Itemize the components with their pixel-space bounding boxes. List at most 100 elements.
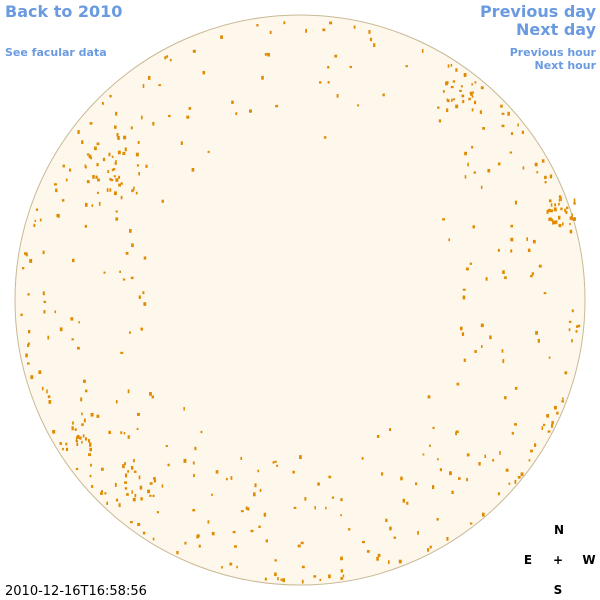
facula [147,489,151,494]
previous-hour-link[interactable]: Previous hour [510,46,597,59]
facula [134,494,137,498]
facula [471,83,474,86]
facula [510,237,514,242]
facula [258,525,261,528]
facula [535,331,538,335]
previous-day-link[interactable]: Previous day [480,2,597,21]
facula [451,98,453,102]
facula [405,65,408,68]
facula [96,414,100,418]
facula [560,207,563,211]
facula [361,457,364,460]
facula [235,112,238,116]
facula [120,182,123,185]
facula [109,94,112,98]
facula [259,488,262,492]
facula [142,291,145,295]
facula [481,345,483,349]
facula [300,541,304,545]
facula [120,195,123,200]
facula [530,275,533,278]
facula [501,124,505,128]
facula [501,349,504,353]
facula [72,258,75,263]
facula [471,145,474,149]
facula [569,216,572,220]
facula [546,414,550,418]
facula [261,75,264,80]
facula [151,395,154,399]
facula [183,407,185,411]
facula [429,444,431,447]
facula [541,159,545,163]
facula [42,291,45,296]
facula [156,511,160,514]
facula [510,249,513,253]
facula [573,217,576,221]
facula [436,518,439,521]
facula [130,466,134,470]
facula [562,222,564,226]
facula [264,53,268,56]
facula [376,435,380,438]
facula [553,207,557,212]
facula [520,472,524,477]
back-link[interactable]: Back to 2010 [5,2,122,21]
facula [96,142,100,146]
facula [127,389,130,394]
facula [455,104,459,109]
facula [480,323,484,328]
next-hour-link[interactable]: Next hour [535,59,597,72]
facula [110,179,114,182]
facula [65,178,68,182]
solar-disk [14,14,586,586]
facula [534,443,537,447]
facular-link[interactable]: See facular data [5,46,107,59]
facula [455,431,458,436]
facula [115,400,118,404]
facula [551,421,554,425]
facula [136,164,139,167]
facula [385,518,388,523]
facula [526,237,529,241]
facula [553,220,557,225]
facula [578,324,581,328]
facula [468,97,471,101]
facula [336,94,339,98]
timestamp: 2010-12-16T16:58:56 [5,584,147,599]
facula [381,472,384,476]
facula [131,189,134,193]
facula [472,91,474,94]
facula [558,223,562,228]
facula [194,446,197,451]
facula [27,293,30,296]
facula [102,102,104,105]
facula [25,252,28,257]
facula [548,217,551,221]
facula [166,55,169,58]
facula [28,329,31,334]
facula [84,437,88,441]
facula [152,494,155,498]
facula [130,521,133,524]
facula [531,272,534,276]
facula [357,104,360,107]
facula [135,152,139,157]
facula [101,467,104,471]
facula [133,459,135,463]
facula [186,115,190,119]
facula [485,277,488,281]
facula [152,537,155,541]
facula [437,106,440,109]
facula [180,141,183,146]
facula [532,239,536,244]
facula [83,379,86,383]
facula [265,539,269,543]
facula [573,198,576,203]
facula [366,550,370,553]
next-day-link[interactable]: Next day [516,20,597,39]
facula [142,531,146,535]
facula [55,188,58,193]
facula [450,86,454,89]
facula [550,209,553,213]
